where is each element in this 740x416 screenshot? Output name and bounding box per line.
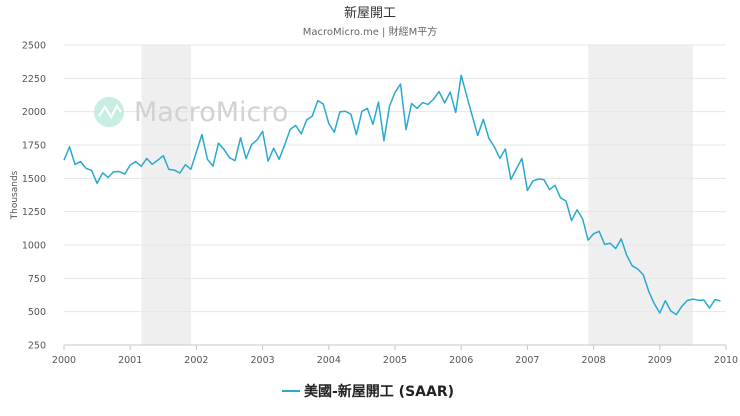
recession-bands bbox=[141, 45, 693, 345]
x-tick-label: 2006 bbox=[449, 355, 473, 366]
x-tick-label: 2008 bbox=[582, 355, 606, 366]
y-tick-label: 1750 bbox=[22, 141, 46, 152]
x-tick-label: 2003 bbox=[251, 355, 275, 366]
y-tick-label: 1500 bbox=[22, 174, 46, 185]
y-tick-label: 1250 bbox=[22, 207, 46, 218]
series-line bbox=[63, 74, 721, 316]
y-tick-label: 750 bbox=[28, 274, 46, 285]
x-tick-label: 2009 bbox=[648, 355, 672, 366]
series-layer bbox=[63, 74, 721, 316]
y-tick-label: 250 bbox=[28, 341, 46, 352]
grid-lines bbox=[64, 44, 726, 346]
watermark-logo-icon bbox=[94, 97, 124, 127]
recession-band bbox=[588, 45, 693, 345]
x-tick-label: 2007 bbox=[515, 355, 539, 366]
x-tick-label: 2001 bbox=[118, 355, 142, 366]
y-axis-label: Thousands bbox=[10, 170, 20, 220]
legend[interactable]: 美國-新屋開工 (SAAR) bbox=[282, 383, 454, 400]
y-tick-label: 2500 bbox=[22, 41, 46, 52]
y-tick-label: 1000 bbox=[22, 241, 46, 252]
axes: 250 500 750 1000 1250 1500 1750 2000 2250 2500 200… bbox=[22, 41, 738, 367]
legend-label[interactable]: 美國-新屋開工 (SAAR) bbox=[304, 383, 454, 400]
watermark-text: MacroMicro bbox=[134, 97, 288, 128]
x-tick-label: 2005 bbox=[383, 355, 407, 366]
chart-subtitle: MacroMicro.me | 財經M平方 bbox=[303, 25, 437, 38]
x-tick-label: 2000 bbox=[52, 355, 76, 366]
x-tick-label: 2002 bbox=[184, 355, 208, 366]
chart-title: 新屋開工 bbox=[344, 5, 396, 21]
recession-band bbox=[141, 45, 192, 345]
y-tick-label: 500 bbox=[28, 307, 46, 318]
watermark: MacroMicro bbox=[94, 97, 288, 128]
x-tick-label: 2004 bbox=[317, 355, 341, 366]
x-tick-label: 2010 bbox=[714, 355, 738, 366]
y-tick-label: 2000 bbox=[22, 107, 46, 118]
y-tick-label: 2250 bbox=[22, 74, 46, 85]
